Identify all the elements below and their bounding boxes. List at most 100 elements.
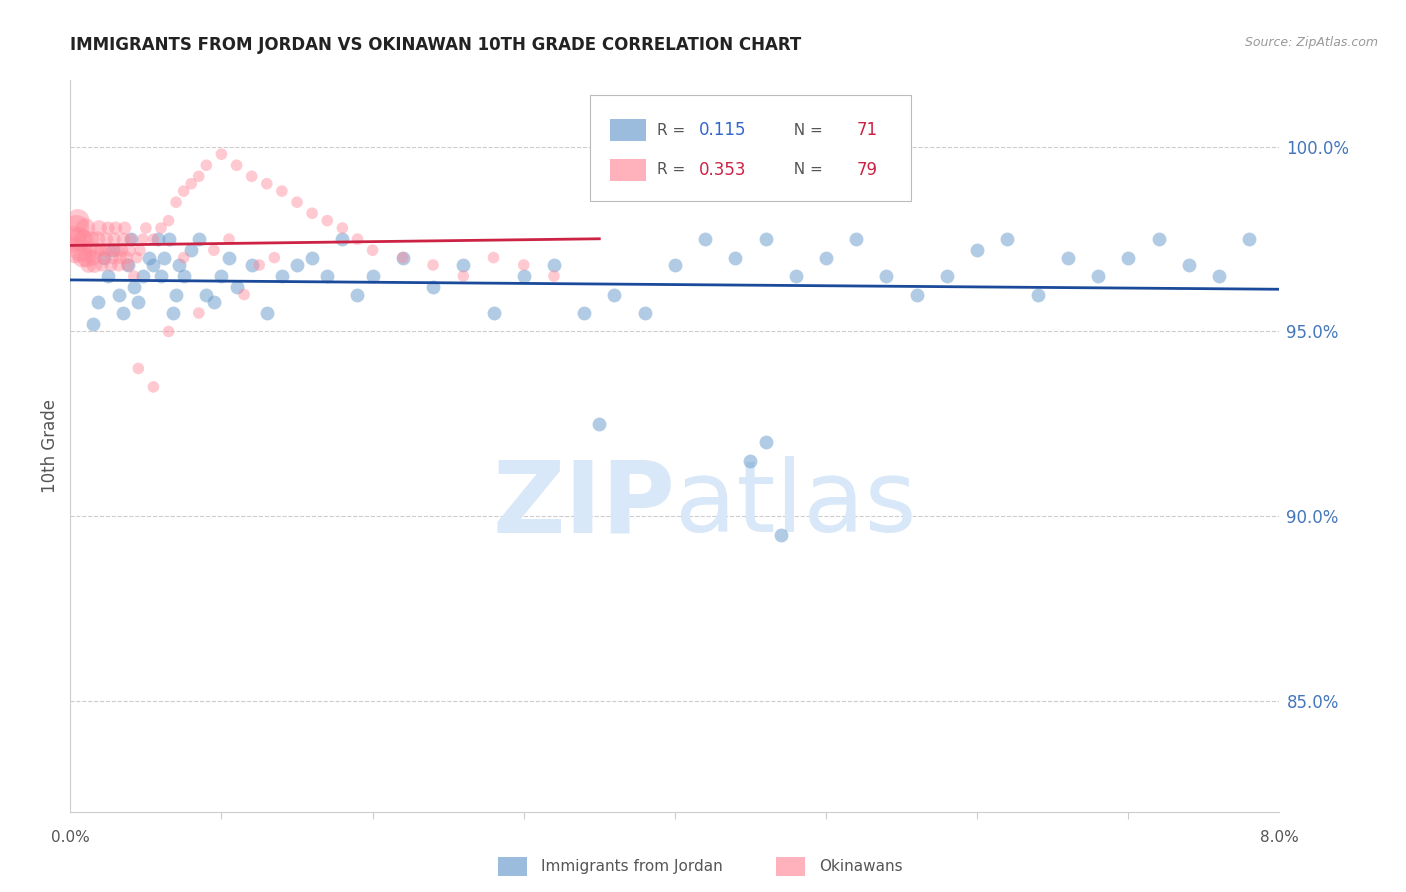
Point xyxy=(1057,251,1080,265)
Point xyxy=(876,268,898,283)
Point xyxy=(180,177,202,191)
Text: IMMIGRANTS FROM JORDAN VS OKINAWAN 10TH GRADE CORRELATION CHART: IMMIGRANTS FROM JORDAN VS OKINAWAN 10TH … xyxy=(70,36,801,54)
Point xyxy=(122,268,145,283)
Point xyxy=(603,287,626,301)
Point xyxy=(1026,287,1049,301)
Point xyxy=(936,268,959,283)
Point xyxy=(361,268,384,283)
Point xyxy=(240,258,263,272)
Text: 0.115: 0.115 xyxy=(699,121,747,139)
Point xyxy=(453,258,475,272)
Point xyxy=(103,232,125,246)
Text: 8.0%: 8.0% xyxy=(1260,830,1299,846)
Point xyxy=(332,221,354,235)
Text: 79: 79 xyxy=(856,161,877,178)
Point xyxy=(142,232,165,246)
FancyBboxPatch shape xyxy=(610,159,645,181)
Point xyxy=(167,258,190,272)
Point xyxy=(127,294,149,309)
Point xyxy=(72,251,94,265)
FancyBboxPatch shape xyxy=(610,120,645,141)
Point xyxy=(482,251,505,265)
Text: atlas: atlas xyxy=(675,456,917,553)
Point xyxy=(67,232,90,246)
Point xyxy=(785,268,807,283)
Point xyxy=(90,244,112,258)
Point xyxy=(543,268,565,283)
Point xyxy=(70,244,93,258)
Point xyxy=(453,268,475,283)
Point xyxy=(93,251,115,265)
Point xyxy=(111,244,134,258)
Y-axis label: 10th Grade: 10th Grade xyxy=(41,399,59,493)
Point xyxy=(165,287,187,301)
Point xyxy=(87,221,110,235)
Point xyxy=(285,195,308,210)
Point xyxy=(180,244,202,258)
Point xyxy=(108,251,131,265)
Point xyxy=(162,306,184,320)
Point xyxy=(86,294,108,309)
Point xyxy=(142,258,165,272)
Text: 0.0%: 0.0% xyxy=(51,830,90,846)
Point xyxy=(173,268,195,283)
Point xyxy=(218,251,240,265)
Point xyxy=(165,195,187,210)
Point xyxy=(285,258,308,272)
Point xyxy=(211,147,233,161)
Point xyxy=(104,221,127,235)
Point xyxy=(112,306,135,320)
FancyBboxPatch shape xyxy=(591,95,911,201)
Text: N =: N = xyxy=(783,162,827,178)
Point xyxy=(588,417,610,431)
Point xyxy=(153,251,176,265)
Point xyxy=(63,244,86,258)
Point xyxy=(112,232,135,246)
Point xyxy=(82,317,104,331)
Point xyxy=(150,268,173,283)
Point xyxy=(146,232,169,246)
Point xyxy=(247,258,270,272)
Point xyxy=(100,258,122,272)
Point xyxy=(256,306,278,320)
Point xyxy=(346,232,368,246)
Point xyxy=(301,206,323,220)
Point xyxy=(187,169,209,184)
Point xyxy=(82,251,104,265)
Point xyxy=(157,325,180,339)
Point xyxy=(316,213,339,227)
Text: N =: N = xyxy=(783,123,827,137)
Point xyxy=(664,258,686,272)
Point xyxy=(1239,232,1261,246)
Text: 71: 71 xyxy=(856,121,877,139)
Point xyxy=(1118,251,1140,265)
Point xyxy=(157,232,180,246)
Point xyxy=(346,287,368,301)
Point xyxy=(97,268,120,283)
Point xyxy=(263,251,285,265)
Point xyxy=(574,306,596,320)
Point xyxy=(270,268,294,283)
Point xyxy=(195,287,218,301)
Point xyxy=(117,258,139,272)
Point xyxy=(105,244,128,258)
Point xyxy=(83,258,105,272)
Point xyxy=(301,251,323,265)
Point xyxy=(65,221,87,235)
Point xyxy=(86,232,108,246)
Point xyxy=(270,184,294,198)
Point xyxy=(513,268,536,283)
Text: Okinawans: Okinawans xyxy=(818,859,903,874)
Point xyxy=(195,158,218,172)
Point xyxy=(173,251,195,265)
Point xyxy=(118,244,141,258)
Point xyxy=(724,251,747,265)
Point xyxy=(769,527,792,541)
Point xyxy=(132,268,155,283)
Point xyxy=(62,232,84,246)
Point xyxy=(157,213,180,227)
Point xyxy=(91,258,114,272)
Point xyxy=(138,251,160,265)
Point xyxy=(101,244,124,258)
Point xyxy=(142,380,165,394)
